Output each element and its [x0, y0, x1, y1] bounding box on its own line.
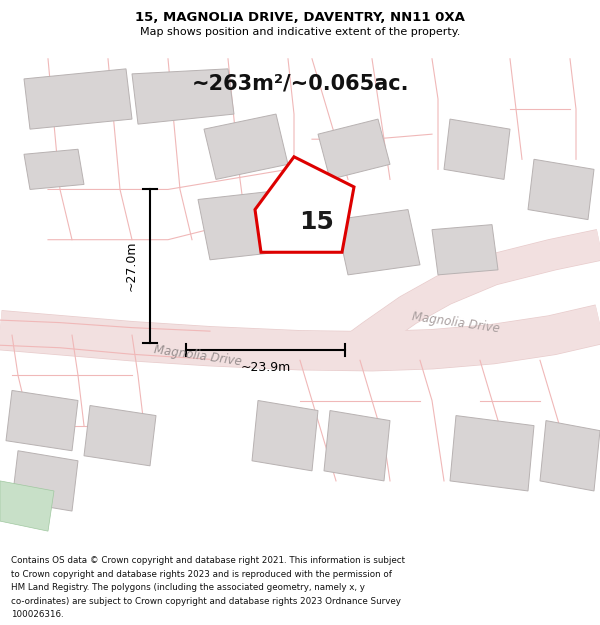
Polygon shape — [336, 209, 420, 275]
Text: to Crown copyright and database rights 2023 and is reproduced with the permissio: to Crown copyright and database rights 2… — [11, 570, 392, 579]
Text: ~263m²/~0.065ac.: ~263m²/~0.065ac. — [191, 74, 409, 94]
Polygon shape — [204, 114, 288, 179]
Polygon shape — [198, 189, 300, 260]
Polygon shape — [24, 69, 132, 129]
Polygon shape — [252, 401, 318, 471]
Text: Contains OS data © Crown copyright and database right 2021. This information is : Contains OS data © Crown copyright and d… — [11, 556, 405, 566]
Text: 15: 15 — [299, 209, 334, 234]
Polygon shape — [324, 411, 390, 481]
Polygon shape — [6, 391, 78, 451]
Polygon shape — [450, 416, 534, 491]
Text: ~27.0m: ~27.0m — [124, 241, 137, 291]
Polygon shape — [528, 159, 594, 219]
Text: co-ordinates) are subject to Crown copyright and database rights 2023 Ordnance S: co-ordinates) are subject to Crown copyr… — [11, 597, 401, 606]
Polygon shape — [318, 119, 390, 179]
Text: Map shows position and indicative extent of the property.: Map shows position and indicative extent… — [140, 26, 460, 36]
Polygon shape — [444, 119, 510, 179]
Polygon shape — [24, 149, 84, 189]
Text: HM Land Registry. The polygons (including the associated geometry, namely x, y: HM Land Registry. The polygons (includin… — [11, 583, 365, 592]
Polygon shape — [132, 69, 234, 124]
Polygon shape — [0, 481, 54, 531]
Polygon shape — [255, 157, 354, 252]
Text: ~23.9m: ~23.9m — [241, 361, 291, 374]
Polygon shape — [84, 406, 156, 466]
Polygon shape — [12, 451, 78, 511]
Text: 100026316.: 100026316. — [11, 610, 64, 619]
Text: Magnolia Drive: Magnolia Drive — [153, 342, 243, 368]
Text: Magnolia Drive: Magnolia Drive — [411, 310, 501, 335]
Text: 15, MAGNOLIA DRIVE, DAVENTRY, NN11 0XA: 15, MAGNOLIA DRIVE, DAVENTRY, NN11 0XA — [135, 11, 465, 24]
Polygon shape — [432, 224, 498, 275]
Polygon shape — [540, 421, 600, 491]
